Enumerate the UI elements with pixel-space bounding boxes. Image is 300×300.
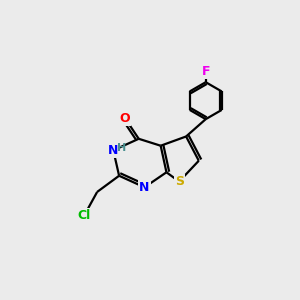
Text: H: H [117,142,127,153]
Text: F: F [202,65,210,78]
Text: N: N [108,144,119,157]
Text: Cl: Cl [78,208,91,221]
Text: S: S [175,175,184,188]
Text: N: N [139,181,150,194]
Text: O: O [120,112,130,124]
